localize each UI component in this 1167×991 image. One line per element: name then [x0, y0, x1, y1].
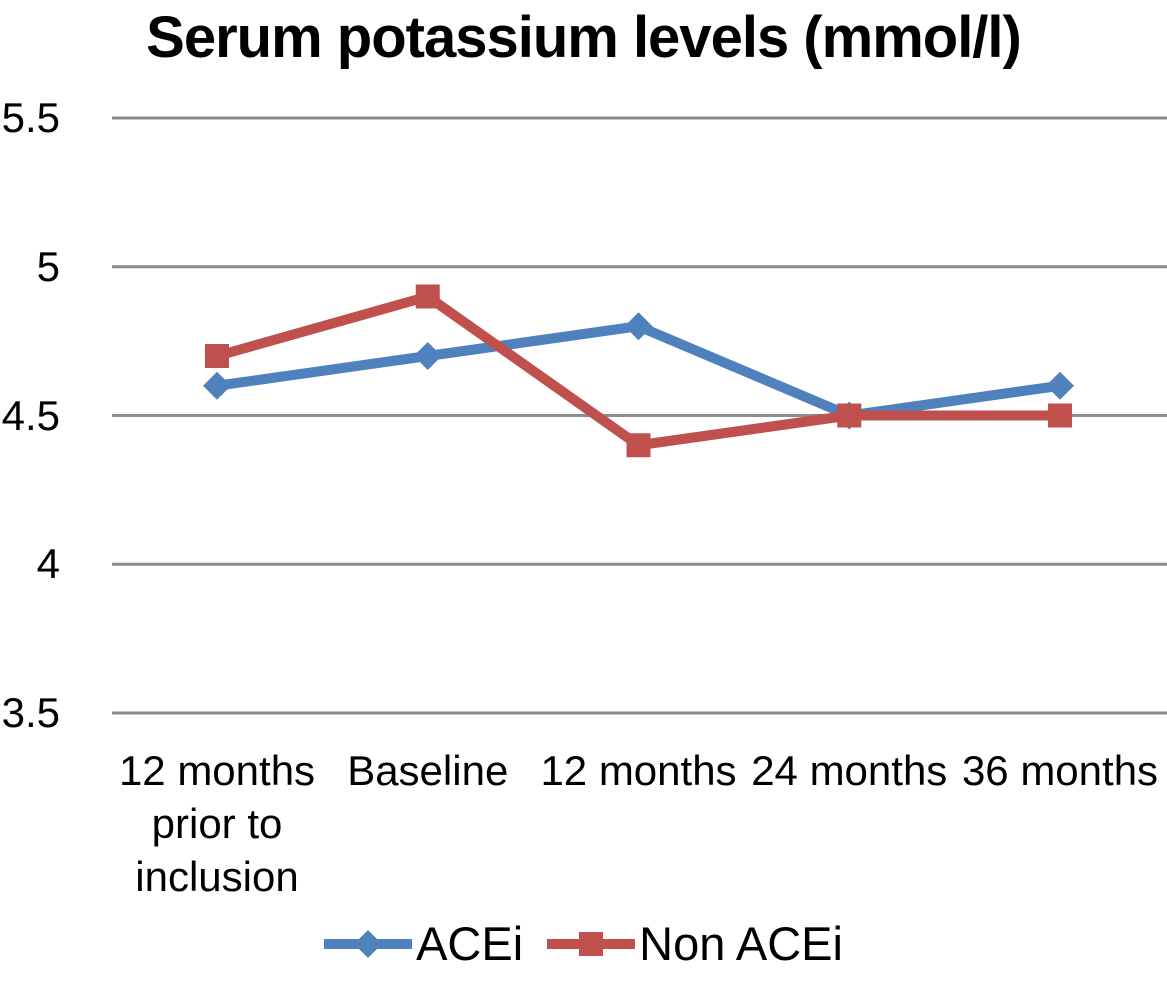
- data-point-marker-square: [1048, 403, 1072, 428]
- x-axis-category-label: Baseline: [347, 747, 509, 794]
- y-axis-tick-label: 5: [36, 242, 60, 290]
- y-axis-tick-label: 4: [36, 540, 60, 588]
- data-point-marker-diamond: [624, 312, 653, 341]
- legend-square-marker: [579, 931, 604, 956]
- data-point-marker-square: [626, 433, 651, 458]
- x-axis-category-label: 36 months: [961, 747, 1159, 794]
- data-point-marker-square: [415, 284, 440, 309]
- legend-marker-square-icon: [547, 931, 636, 956]
- data-point-marker-square: [837, 403, 862, 428]
- x-axis-category-label: 24 months: [751, 747, 948, 794]
- legend: ACEi Non ACEi: [0, 918, 1167, 970]
- legend-label-non-acei: Non ACEi: [639, 917, 843, 970]
- legend-diamond-marker: [354, 929, 383, 958]
- data-point-marker-diamond: [413, 342, 442, 370]
- data-point-marker-diamond: [1046, 371, 1074, 400]
- chart-title: Serum potassium levels (mmol/l): [146, 5, 1022, 70]
- y-axis-tick-label: 3.5: [1, 689, 60, 736]
- legend-item-non-acei: Non ACEi: [547, 918, 843, 970]
- legend-item-acei: ACEi: [324, 918, 523, 970]
- legend-marker-diamond-icon: [324, 929, 413, 958]
- y-axis-tick-label: 4.5: [1, 391, 60, 439]
- legend-label-acei: ACEi: [416, 917, 524, 970]
- x-axis-category-label: 12 months: [540, 747, 737, 794]
- x-axis-category-label: 12 months prior to inclusion: [118, 747, 316, 900]
- data-point-marker-diamond: [203, 371, 231, 400]
- y-axis-tick-label: 5.5: [1, 94, 60, 141]
- x-axis: 12 months prior to inclusion Baseline 12 m…: [0, 744, 1167, 914]
- y-axis: 5.5 5 4.5 4 3.5: [0, 0, 62, 740]
- data-point-marker-square: [205, 344, 229, 368]
